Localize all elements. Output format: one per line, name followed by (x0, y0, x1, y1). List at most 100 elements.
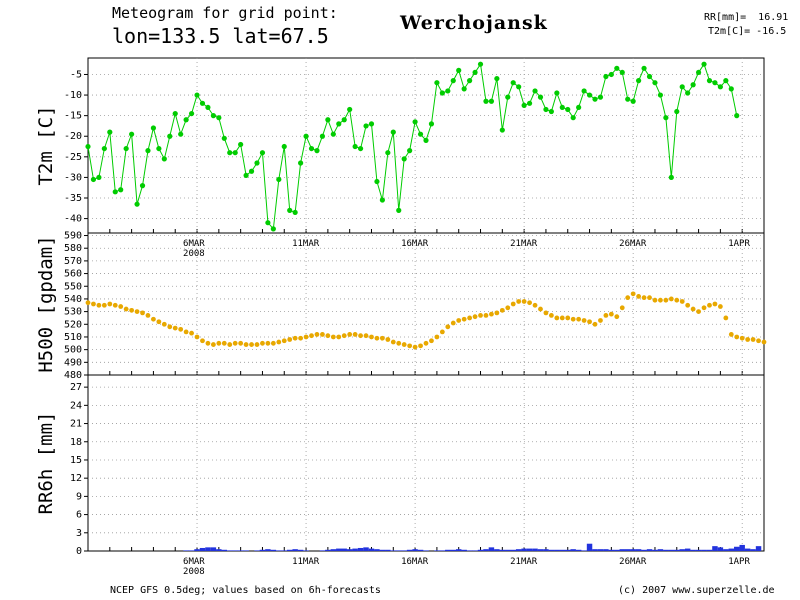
h500-point (287, 337, 293, 342)
t2m-point (685, 90, 691, 96)
t2m-point (717, 84, 723, 90)
h500-point (85, 300, 91, 306)
rr-bar (199, 547, 206, 551)
rr-bar (232, 550, 238, 551)
title-line1: Meteogram for grid point: (112, 4, 338, 22)
t2m-point (576, 104, 582, 111)
stat-t2m: T2m[C]= -16.5 (708, 26, 787, 37)
h500-point (189, 330, 194, 336)
h500-point (341, 333, 347, 339)
t2m-point (445, 88, 451, 94)
rr-bar (483, 549, 489, 551)
h500-point (494, 310, 500, 316)
x-tick-label-0-5: 1APR (728, 239, 750, 249)
t2m-point (608, 71, 614, 78)
h500-point (407, 343, 413, 349)
h500-point (118, 304, 124, 309)
y-tick-label-0-0: -40 (64, 214, 82, 225)
h500-point (390, 339, 396, 345)
rr-bar (575, 549, 582, 551)
h500-point (696, 309, 701, 315)
h500-point (418, 343, 423, 349)
t2m-point (96, 174, 102, 181)
y-tick-label-1-9: 570 (64, 256, 82, 267)
x-tick-label-0-0: 6MAR (183, 239, 205, 249)
rr-bar (537, 549, 544, 551)
h500-point (658, 297, 663, 303)
x-tick-label-0-1: 11MAR (292, 239, 320, 249)
y-tick-label-2-9: 27 (70, 382, 82, 393)
rr-bar (303, 550, 309, 551)
t2m-point (303, 133, 309, 139)
h500-point (608, 311, 614, 317)
rr-bar (624, 549, 631, 551)
h500-point (652, 297, 658, 303)
y-axis-label-1: H500 [gpdam] (35, 235, 57, 372)
t2m-point (586, 92, 593, 98)
y-tick-label-2-5: 15 (70, 455, 82, 466)
rr-bar (254, 550, 260, 551)
y-tick-label-0-4: -20 (64, 131, 82, 142)
t2m-point (292, 209, 298, 216)
y-tick-label-2-7: 21 (70, 419, 82, 430)
t2m-point (472, 69, 478, 76)
h500-point (467, 315, 473, 321)
h500-point (156, 319, 162, 325)
rr-bar (744, 548, 751, 551)
y-tick-label-2-4: 12 (70, 473, 82, 484)
t2m-point (543, 106, 549, 113)
footer-source: NCEP GFS 0.5deg; values based on 6h-fore… (110, 585, 381, 596)
t2m-point (723, 78, 729, 84)
h500-point (554, 315, 560, 321)
t2m-point (565, 106, 571, 113)
h500-point (603, 313, 609, 318)
t2m-point (150, 125, 157, 131)
y-tick-label-0-7: -5 (70, 69, 82, 80)
t2m-point (581, 88, 587, 94)
h500-point (521, 299, 527, 304)
h500-point (538, 306, 543, 312)
t2m-point (603, 73, 609, 80)
t2m-point (145, 148, 151, 154)
rr-bar (477, 549, 484, 551)
t2m-point (521, 102, 527, 108)
t2m-point (510, 80, 516, 86)
x-tick-sublabel-0-0: 2008 (183, 249, 205, 259)
t2m-point (548, 108, 554, 115)
h500-point (570, 316, 576, 322)
h500-point (178, 326, 184, 332)
h500-point (205, 340, 211, 346)
h500-point (434, 334, 440, 340)
y-tick-label-1-1: 490 (64, 357, 82, 368)
h500-point (379, 335, 385, 341)
t2m-point (134, 201, 140, 207)
t2m-point (357, 145, 364, 152)
t2m-point (259, 150, 266, 156)
rr-bar (346, 549, 353, 551)
h500-point (625, 295, 631, 301)
rr-bar (281, 550, 287, 551)
h500-point (750, 337, 756, 342)
t2m-point (287, 207, 293, 213)
x-tick-label-0-2: 16MAR (401, 239, 429, 249)
y-tick-label-1-2: 500 (64, 345, 82, 356)
h500-point (543, 310, 549, 316)
t2m-point (85, 143, 91, 150)
rr-bar (259, 549, 266, 551)
h500-point (145, 313, 151, 318)
t2m-point (232, 150, 238, 156)
rr-bar (374, 549, 380, 551)
x-tick-label-2-5: 1APR (728, 557, 750, 567)
h500-point (445, 324, 451, 330)
rr-bar (319, 550, 326, 551)
t2m-point (597, 94, 604, 100)
y-axis-label-2: RR6h [mm] (35, 412, 57, 515)
h500-point (712, 301, 718, 307)
t2m-point (439, 90, 445, 96)
t2m-point (270, 226, 276, 232)
t2m-point (107, 129, 113, 135)
h500-point (123, 306, 129, 312)
t2m-point (526, 100, 533, 106)
rr-bar (286, 549, 293, 551)
x-tick-label-0-3: 21MAR (510, 239, 538, 249)
